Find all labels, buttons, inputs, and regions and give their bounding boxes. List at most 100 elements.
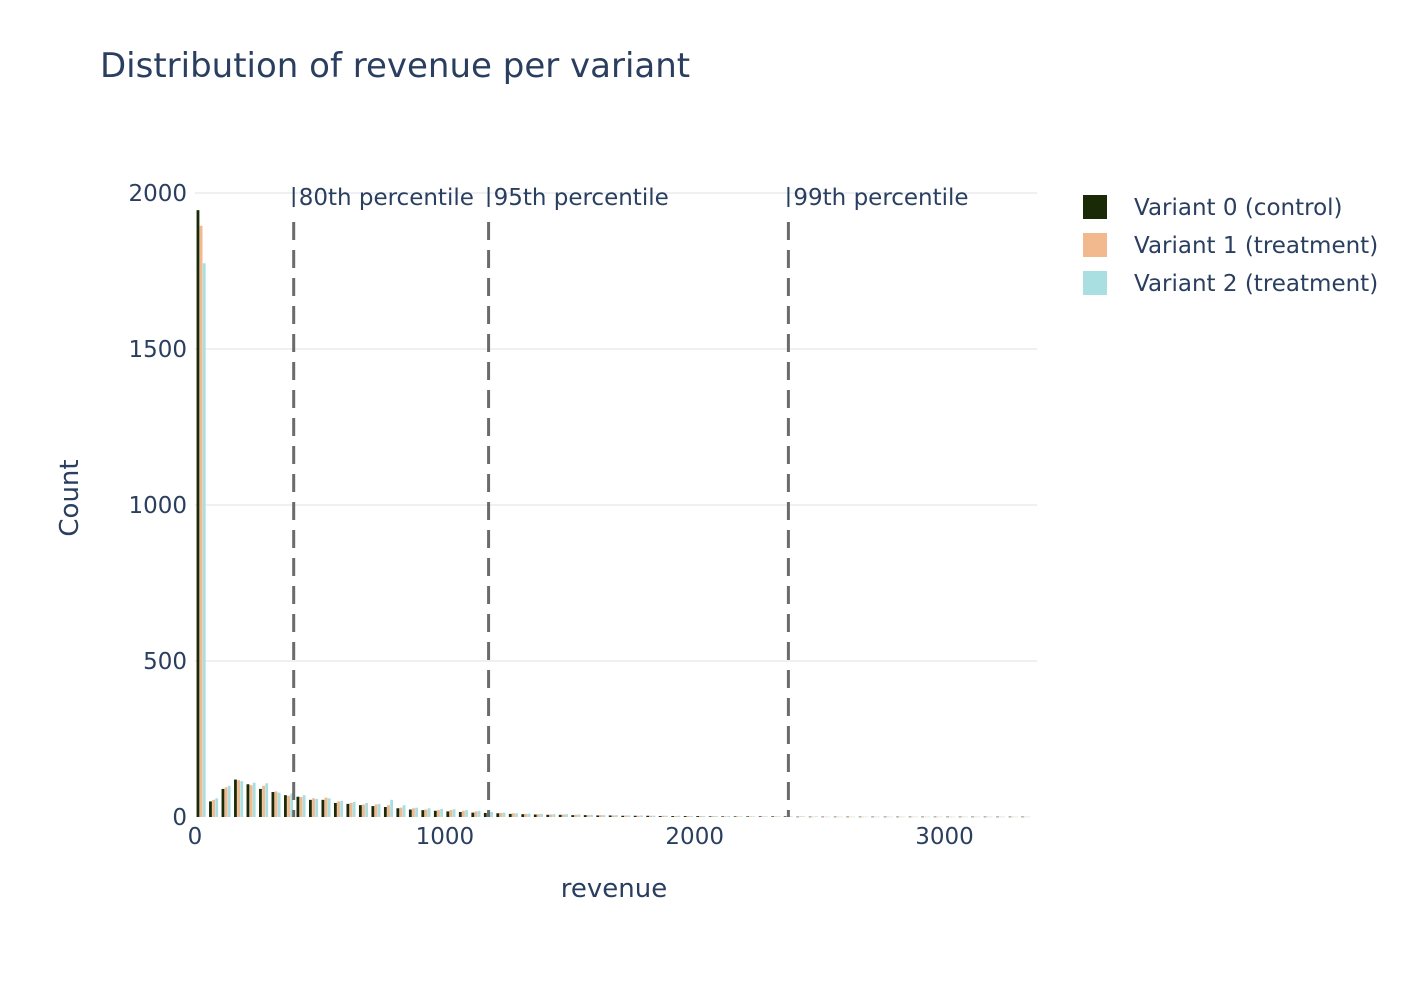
histogram-bar[interactable]	[977, 816, 981, 818]
histogram-bar[interactable]	[602, 815, 606, 817]
histogram-bar[interactable]	[824, 816, 828, 818]
histogram-bar[interactable]	[471, 812, 475, 817]
histogram-bar[interactable]	[952, 816, 956, 818]
histogram-bar[interactable]	[874, 816, 878, 818]
histogram-bar[interactable]	[249, 785, 253, 817]
histogram-bar[interactable]	[702, 816, 706, 817]
histogram-bar[interactable]	[814, 816, 818, 817]
histogram-bar[interactable]	[599, 815, 603, 817]
histogram-bar[interactable]	[686, 816, 690, 817]
histogram-bar[interactable]	[252, 782, 256, 817]
histogram-bar[interactable]	[449, 810, 453, 817]
histogram-bar[interactable]	[362, 804, 365, 817]
histogram-bar[interactable]	[1027, 816, 1031, 818]
histogram-bar[interactable]	[652, 815, 656, 817]
histogram-bar[interactable]	[799, 816, 803, 817]
histogram-bar[interactable]	[846, 816, 849, 818]
histogram-bar[interactable]	[515, 813, 518, 817]
histogram-bar[interactable]	[540, 813, 543, 817]
histogram-bar[interactable]	[408, 809, 412, 817]
histogram-bar[interactable]	[527, 813, 531, 817]
histogram-bar[interactable]	[549, 814, 553, 817]
histogram-bar[interactable]	[908, 816, 912, 818]
histogram-bars[interactable]	[196, 210, 1031, 818]
histogram-bar[interactable]	[808, 816, 812, 818]
histogram-bar[interactable]	[433, 810, 437, 817]
histogram-bar[interactable]	[524, 813, 528, 817]
histogram-bar[interactable]	[611, 815, 615, 817]
legend-item[interactable]: Variant 1 (treatment)	[1083, 233, 1378, 259]
histogram-bar[interactable]	[321, 799, 325, 817]
histogram-bar[interactable]	[196, 210, 200, 817]
histogram-bar[interactable]	[902, 816, 906, 818]
histogram-bar[interactable]	[511, 813, 515, 817]
histogram-bar[interactable]	[577, 814, 581, 817]
histogram-bar[interactable]	[536, 814, 540, 817]
legend[interactable]: Variant 0 (control) Variant 1 (treatment)…	[1083, 195, 1378, 297]
histogram-bar[interactable]	[864, 816, 868, 818]
histogram-bar[interactable]	[789, 816, 793, 817]
legend-item[interactable]: Variant 2 (treatment)	[1083, 271, 1378, 297]
histogram-bar[interactable]	[1024, 816, 1028, 818]
histogram-bar[interactable]	[352, 802, 356, 817]
histogram-bar[interactable]	[333, 802, 337, 817]
histogram-bar[interactable]	[274, 791, 278, 817]
histogram-bar[interactable]	[999, 816, 1003, 818]
histogram-bar[interactable]	[633, 815, 637, 817]
histogram-bar[interactable]	[358, 805, 362, 817]
histogram-bar[interactable]	[739, 816, 743, 817]
histogram-bar[interactable]	[708, 816, 712, 817]
histogram-bar[interactable]	[424, 809, 428, 817]
histogram-bar[interactable]	[277, 792, 281, 817]
histogram-bar[interactable]	[259, 788, 262, 817]
histogram-bar[interactable]	[721, 816, 725, 817]
histogram-bar[interactable]	[399, 807, 403, 817]
histogram-bar[interactable]	[971, 816, 974, 818]
histogram-bar[interactable]	[224, 787, 228, 817]
histogram-bar[interactable]	[440, 808, 443, 817]
histogram-bar[interactable]	[615, 815, 618, 817]
histogram-bar[interactable]	[221, 788, 225, 817]
histogram-bar[interactable]	[396, 808, 400, 817]
histogram-bar[interactable]	[227, 785, 231, 817]
histogram-bar[interactable]	[215, 798, 219, 817]
histogram-bar[interactable]	[1011, 816, 1015, 818]
legend-item[interactable]: Variant 0 (control)	[1083, 195, 1343, 221]
histogram-bar[interactable]	[608, 815, 612, 817]
histogram-bar[interactable]	[383, 807, 387, 817]
histogram-bar[interactable]	[946, 816, 949, 818]
histogram-bar[interactable]	[262, 785, 265, 817]
histogram-bar[interactable]	[271, 792, 275, 817]
histogram-bar[interactable]	[596, 815, 600, 817]
histogram-bar[interactable]	[924, 816, 928, 818]
histogram-bar[interactable]	[312, 798, 315, 817]
histogram-bar[interactable]	[477, 810, 481, 817]
histogram-bar[interactable]	[490, 812, 493, 817]
histogram-bar[interactable]	[234, 779, 237, 817]
histogram-bar[interactable]	[911, 816, 915, 818]
histogram-bar[interactable]	[777, 816, 781, 817]
histogram-bar[interactable]	[202, 263, 206, 817]
histogram-bar[interactable]	[724, 816, 728, 817]
histogram-bar[interactable]	[390, 799, 394, 817]
histogram-bar[interactable]	[546, 814, 550, 817]
histogram-bar[interactable]	[821, 816, 825, 818]
histogram-bar[interactable]	[452, 809, 456, 817]
histogram-bar[interactable]	[290, 793, 294, 817]
histogram-bar[interactable]	[833, 816, 837, 818]
histogram-bar[interactable]	[758, 816, 762, 817]
histogram-bar[interactable]	[377, 803, 381, 817]
histogram-bar[interactable]	[340, 800, 344, 817]
histogram-bar[interactable]	[284, 795, 287, 817]
histogram-bar[interactable]	[574, 814, 578, 817]
histogram-bar[interactable]	[771, 816, 775, 817]
histogram-bar[interactable]	[427, 808, 431, 817]
histogram-bar[interactable]	[308, 799, 312, 817]
histogram-bar[interactable]	[496, 813, 500, 817]
histogram-bar[interactable]	[412, 808, 415, 817]
histogram-bar[interactable]	[646, 815, 650, 817]
histogram-bar[interactable]	[327, 798, 331, 817]
histogram-bar[interactable]	[658, 816, 662, 817]
histogram-bar[interactable]	[499, 812, 503, 817]
histogram-bar[interactable]	[933, 816, 937, 818]
